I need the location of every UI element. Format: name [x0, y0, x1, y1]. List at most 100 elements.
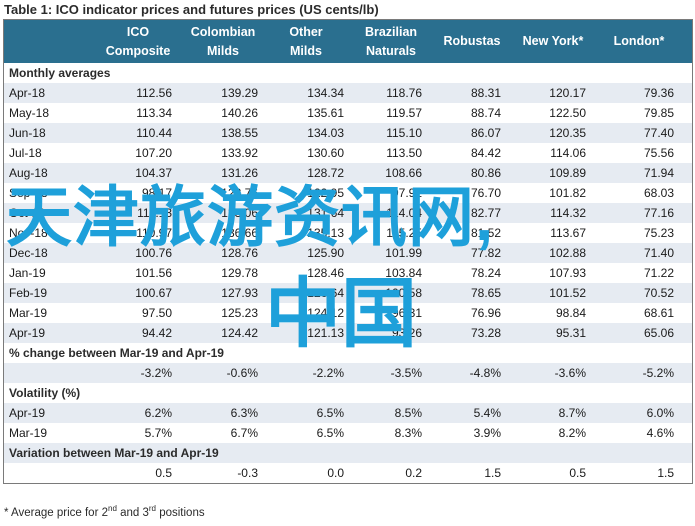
- table-cell: 104.37: [135, 166, 172, 180]
- table-row: May-18 113.34 140.26 135.61 119.57 88.74 122.5…: [4, 103, 692, 123]
- table-cell: 114.06: [550, 146, 586, 160]
- table-cell: 97.92: [391, 186, 422, 200]
- table-cell: 110.97: [136, 226, 172, 240]
- row-label: Jul-18: [9, 146, 42, 160]
- table-cell: 94.42: [141, 326, 172, 340]
- table-row: Apr-19 94.42 124.42 121.13 93.26 73.28 95.31 65…: [4, 323, 692, 343]
- row-label: Nov-18: [9, 226, 48, 240]
- table-cell: 73.28: [470, 326, 501, 340]
- table-cell: -3.6%: [554, 366, 586, 380]
- column-header-line-2: Robustas: [443, 34, 501, 48]
- table-cell: 113.34: [136, 106, 172, 120]
- table-cell: 114.04: [386, 206, 422, 220]
- column-header: Colombian Milds: [180, 20, 266, 63]
- table-cell: 82.77: [470, 206, 501, 220]
- table-cell: 125.23: [221, 306, 258, 320]
- table-cell: 84.42: [470, 146, 501, 160]
- table-cell: 112.56: [136, 86, 172, 100]
- table-cell: -4.8%: [469, 366, 501, 380]
- table-row: Mar-19 5.7% 6.7% 6.5% 8.3% 3.9% 8.2% 4.6%: [4, 423, 692, 443]
- table-cell: 123.76: [221, 186, 258, 200]
- table-cell: 80.86: [470, 166, 501, 180]
- column-header: New York*: [510, 20, 596, 63]
- table-cell: 6.3%: [230, 406, 258, 420]
- row-label: Feb-19: [9, 286, 48, 300]
- table-cell: 118.76: [386, 86, 422, 100]
- column-header: Other Milds: [266, 20, 346, 63]
- row-label: Mar-19: [9, 306, 48, 320]
- table-cell: 101.52: [549, 286, 586, 300]
- table-cell: 79.85: [643, 106, 674, 120]
- price-table: ICO Composite Colombian Milds Other Milds Braz…: [3, 19, 693, 484]
- section-title: % change between Mar-19 and Apr-19: [9, 346, 224, 360]
- table-cell: 124.42: [221, 326, 258, 340]
- table-row: Jan-19 101.56 129.78 128.46 103.84 78.24 107.9…: [4, 263, 692, 283]
- table-cell: 6.0%: [646, 406, 674, 420]
- table-cell: -3.5%: [390, 366, 422, 380]
- row-label: May-18: [9, 106, 50, 120]
- table-cell: 8.5%: [394, 406, 422, 420]
- table-cell: 77.82: [470, 246, 501, 260]
- table-row: Apr-18 112.56 139.29 134.34 118.76 88.31 120.1…: [4, 83, 692, 103]
- column-header: London*: [598, 20, 680, 63]
- table-cell: 3.9%: [473, 426, 501, 440]
- column-header-line-2: Naturals: [365, 43, 417, 58]
- table-cell: 77.16: [643, 206, 674, 220]
- table-cell: 119.57: [386, 106, 422, 120]
- table-cell: 86.07: [470, 126, 501, 140]
- row-label: Apr-18: [9, 86, 46, 100]
- table-cell: -0.6%: [226, 366, 258, 380]
- table-cell: 0.2: [405, 466, 422, 480]
- table-cell: 101.82: [549, 186, 586, 200]
- table-row: Mar-19 97.50 125.23 124.12 96.31 76.96 98.84 68…: [4, 303, 692, 323]
- table-cell: 98.84: [555, 306, 586, 320]
- table-cell: 78.24: [470, 266, 501, 280]
- table-cell: 136.66: [221, 226, 258, 240]
- table-body: Monthly averages Apr-18 112.56 139.29 134.34…: [4, 63, 692, 483]
- table-cell: 122.95: [307, 186, 344, 200]
- column-header: Brazilian Naturals: [348, 20, 434, 63]
- table-cell: -5.2%: [642, 366, 674, 380]
- table-cell: 76.70: [470, 186, 501, 200]
- table-cell: 1.5: [484, 466, 501, 480]
- column-header-line-2: London*: [613, 34, 665, 48]
- table-cell: 128.76: [221, 246, 258, 260]
- table-cell: 133.92: [221, 146, 258, 160]
- section-title: Variation between Mar-19 and Apr-19: [9, 446, 219, 460]
- table-cell: -3.2%: [140, 366, 172, 380]
- table-cell: 71.40: [643, 246, 674, 260]
- section-title-row: Variation between Mar-19 and Apr-19: [4, 443, 692, 463]
- table-cell: 68.61: [643, 306, 674, 320]
- table-row: Apr-19 6.2% 6.3% 6.5% 8.5% 5.4% 8.7% 6.0%: [4, 403, 692, 423]
- column-header-line-1: Brazilian: [364, 24, 418, 39]
- table-cell: 6.2%: [144, 406, 172, 420]
- table-cell: 101.56: [135, 266, 172, 280]
- table-cell: 98.17: [141, 186, 172, 200]
- table-cell: 0.0: [327, 466, 344, 480]
- table-cell: 5.7%: [144, 426, 172, 440]
- table-cell: 138.55: [221, 126, 258, 140]
- row-label: Oct-18: [9, 206, 46, 220]
- table-cell: 135.61: [307, 106, 344, 120]
- table-cell: -2.2%: [312, 366, 344, 380]
- table-cell: 88.31: [470, 86, 501, 100]
- table-cell: 122.50: [549, 106, 586, 120]
- table-cell: 114.32: [550, 206, 586, 220]
- table-cell: 140.26: [221, 106, 258, 120]
- row-label: Apr-19: [9, 406, 46, 420]
- table-cell: 125.90: [307, 246, 344, 260]
- table-cell: 100.67: [135, 286, 172, 300]
- table-cell: 134.03: [307, 126, 344, 140]
- table-cell: 81.52: [470, 226, 501, 240]
- table-cell: 102.88: [549, 246, 586, 260]
- column-header-line-2: Milds: [207, 43, 239, 58]
- table-cell: 1.5: [657, 466, 674, 480]
- table-cell: 68.03: [643, 186, 674, 200]
- section-title-row: % change between Mar-19 and Apr-19: [4, 343, 692, 363]
- table-row: Sep-18 98.17 123.76 122.95 97.92 76.70 101.82 6…: [4, 183, 692, 203]
- table-cell: 108.66: [385, 166, 422, 180]
- table-cell: 78.65: [470, 286, 501, 300]
- table-cell: 75.23: [643, 226, 674, 240]
- table-cell: 109.89: [549, 166, 586, 180]
- column-header: Robustas: [435, 20, 509, 63]
